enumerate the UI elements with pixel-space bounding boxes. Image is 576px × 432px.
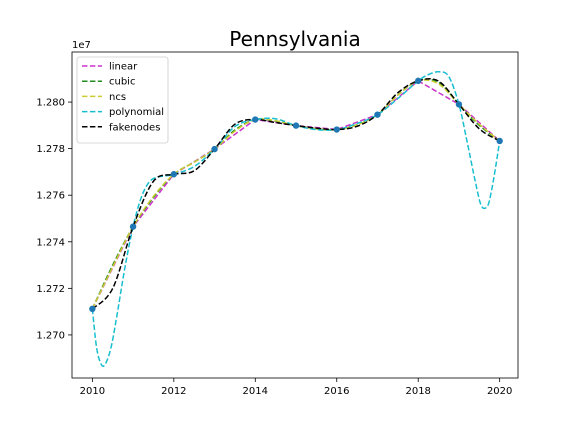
- legend-label-linear: linear: [109, 62, 138, 73]
- y-tick-label: 1.274: [36, 237, 65, 248]
- legend-label-cubic: cubic: [109, 77, 135, 88]
- legend: linear cubic ncs polynomial fakenodes: [76, 56, 169, 144]
- y-axis-ticks: 1.270 1.272 1.274 1.276 1.278 1.280: [36, 98, 72, 341]
- y-tick-label: 1.278: [36, 144, 65, 155]
- y-tick-label: 1.272: [36, 284, 65, 295]
- data-point: [374, 111, 381, 118]
- data-point: [292, 122, 300, 129]
- legend-label-ncs: ncs: [109, 92, 126, 103]
- data-point: [333, 126, 340, 133]
- data-point: [252, 116, 259, 123]
- x-tick-label: 2010: [80, 386, 105, 397]
- y-tick-label: 1.276: [36, 191, 65, 202]
- x-axis-ticks: 2010 2012 2014 2016 2018 2020: [80, 378, 512, 397]
- data-point: [415, 77, 422, 85]
- x-tick-label: 2016: [324, 386, 349, 397]
- data-point: [129, 223, 137, 230]
- legend-label-fakenodes: fakenodes: [109, 122, 160, 133]
- data-point: [211, 145, 218, 153]
- y-axis-offset-label: 1e7: [72, 40, 91, 51]
- x-tick-label: 2014: [243, 386, 268, 397]
- data-point: [89, 305, 96, 313]
- legend-box: [76, 56, 169, 144]
- chart-title: Pennsylvania: [229, 27, 360, 51]
- x-tick-label: 2012: [161, 386, 186, 397]
- data-point: [455, 101, 463, 108]
- y-tick-label: 1.280: [36, 98, 65, 109]
- series-line-ncs: [91, 79, 501, 310]
- data-point: [496, 137, 503, 145]
- data-points: [89, 77, 503, 313]
- y-tick-label: 1.270: [36, 330, 65, 341]
- data-point: [170, 171, 178, 178]
- plot-area-frame: [71, 51, 519, 379]
- x-tick-label: 2020: [487, 386, 512, 397]
- x-tick-label: 2018: [405, 386, 430, 397]
- legend-label-polynomial: polynomial: [109, 107, 164, 118]
